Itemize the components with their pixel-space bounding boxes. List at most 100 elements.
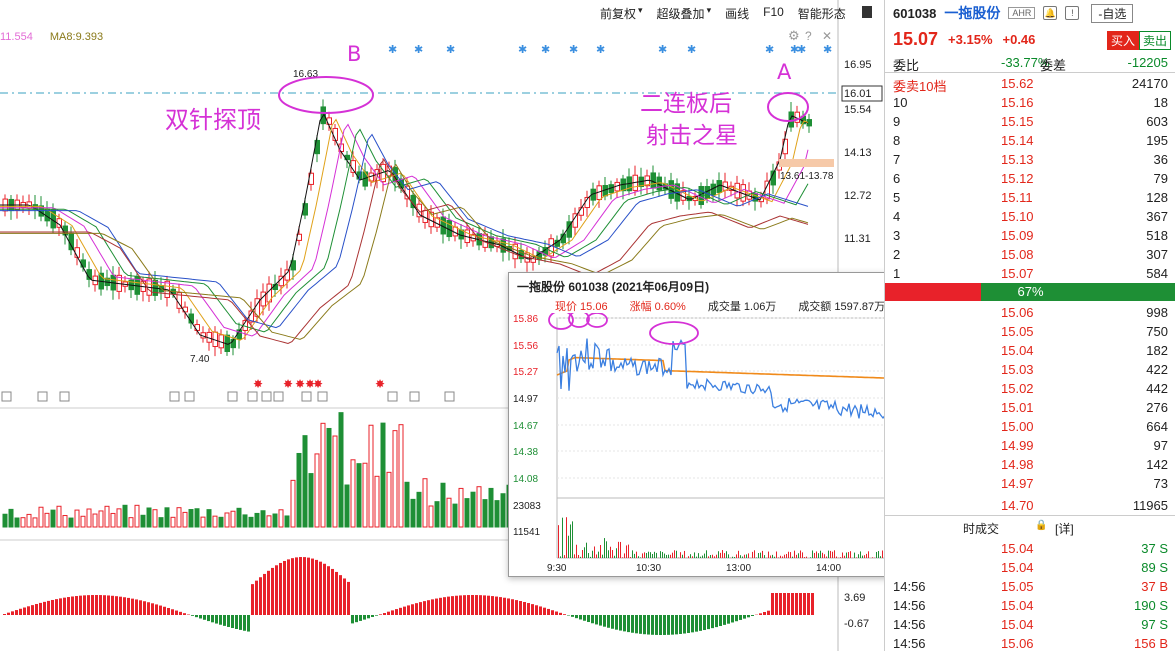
toolbar-pattern[interactable]: 智能形态: [797, 7, 846, 21]
macd-bar: [791, 593, 794, 615]
volume-bar: [720, 552, 721, 558]
bid-row[interactable]: 15.06 998: [885, 303, 1175, 322]
toolbar-f10[interactable]: F10: [763, 5, 784, 19]
macd-bar: [603, 615, 606, 627]
tab-ticks[interactable]: 时成交: [963, 522, 1000, 536]
volume-bar: [736, 554, 737, 558]
volume-bar: [296, 452, 302, 528]
chevron-down-icon[interactable]: ▾: [638, 5, 643, 15]
bid-row[interactable]: 15.05 750: [885, 322, 1175, 341]
ask-row[interactable]: 8 15.14 195: [885, 131, 1175, 150]
volume-bar: [26, 513, 32, 528]
bid-row[interactable]: 15.03 422: [885, 360, 1175, 379]
time-tick: 14:00: [816, 563, 841, 574]
kline-chart-area[interactable]: 16.95 16.01 15.54 14.13 12.72 11.31 3.69 -0.67 ✱…: [0, 0, 965, 651]
bid-row[interactable]: 15.00 664: [885, 417, 1175, 436]
macd-bar: [51, 599, 54, 615]
volume-bar: [302, 435, 308, 528]
macd-bar: [751, 615, 754, 616]
divider: [885, 515, 1175, 516]
volume-bar: [804, 557, 805, 558]
ask-row[interactable]: 9 15.15 603: [885, 112, 1175, 131]
macd-bar: [371, 615, 374, 617]
macd-bar: [203, 615, 206, 620]
quote-panel: 601038 一拖股份 AHR 🔔 ! -自选 15.07 +3.15% +0.…: [884, 0, 1175, 651]
ask-row[interactable]: 3 15.09 518: [885, 226, 1175, 245]
ask-row[interactable]: 10 15.16 18: [885, 93, 1175, 112]
ask-row[interactable]: 4 15.10 367: [885, 207, 1175, 226]
volume-bar: [826, 556, 827, 558]
annotation-circle: [649, 321, 699, 345]
bid-row[interactable]: 15.01 276: [885, 398, 1175, 417]
event-marker-icon: ✱: [388, 44, 397, 56]
ask-row[interactable]: 1 15.07 584: [885, 264, 1175, 283]
toolbar-overlay[interactable]: 超级叠加: [656, 7, 705, 21]
ahr-badge[interactable]: AHR: [1008, 7, 1036, 19]
watchlist-button[interactable]: -自选: [1091, 3, 1134, 23]
sell-button[interactable]: 卖出: [1138, 31, 1171, 50]
volume-bar: [38, 506, 44, 528]
macd-bar: [611, 615, 614, 629]
volume-bar: [648, 551, 649, 558]
ask-level: 4: [893, 209, 901, 224]
ask-row[interactable]: 2 15.08 307: [885, 245, 1175, 264]
macd-bar: [43, 601, 46, 615]
volume-bar: [682, 554, 683, 558]
signal-box-icon: [409, 391, 420, 402]
volume-bar: [170, 516, 176, 528]
volume-bar: [696, 556, 697, 558]
range-label: 13.61-13.78: [780, 171, 834, 182]
macd-bar: [63, 597, 66, 615]
annotation-circle: [568, 313, 590, 328]
lock-icon[interactable]: 🔒: [1035, 520, 1048, 531]
annotation-circle: [586, 313, 608, 328]
ask-level: 2: [893, 247, 901, 262]
bid-row[interactable]: 15.02 442: [885, 379, 1175, 398]
ask-price: 15.08: [1001, 247, 1034, 262]
volume-bar: [872, 557, 873, 558]
ask-volume: 36: [1153, 152, 1168, 167]
price-tick: 12.72: [844, 190, 872, 202]
volume-bar: [176, 507, 182, 528]
macd-bar: [627, 615, 630, 633]
bid-row[interactable]: 14.97 73: [885, 474, 1175, 493]
bid-volume: 276: [1146, 400, 1168, 415]
ask-row[interactable]: 6 15.12 79: [885, 169, 1175, 188]
tab-detail[interactable]: [详]: [1055, 522, 1074, 536]
macd-bar: [115, 596, 118, 615]
bid-row[interactable]: 15.04 182: [885, 341, 1175, 360]
buy-button[interactable]: 买入: [1106, 31, 1139, 50]
volume-bar: [712, 554, 713, 558]
stock-name[interactable]: 一拖股份: [944, 5, 1001, 21]
macd-bar: [419, 602, 422, 615]
kline-chart[interactable]: 16.95 16.01 15.54 14.13 12.72 11.31 3.69 -0.67 ✱…: [0, 0, 884, 651]
annotation-two-limit-up: 二连板后: [640, 91, 732, 117]
macd-bar: [595, 615, 598, 625]
macd-bar: [195, 615, 198, 618]
macd-bar: [691, 615, 694, 633]
bid10-row[interactable]: 14.70 11965: [885, 496, 1175, 515]
bid-row[interactable]: 14.98 142: [885, 455, 1175, 474]
toolbar-fuquan[interactable]: 前复权: [600, 7, 637, 21]
weibi-row[interactable]: 委比 -33.77% 委差 -12205: [885, 53, 1175, 73]
event-marker-icon: ✱: [446, 44, 455, 56]
chevron-down-icon[interactable]: ▾: [706, 5, 712, 15]
time-tick: 13:00: [726, 563, 751, 574]
tick-price: 15.04: [1001, 598, 1034, 613]
macd-bar: [399, 607, 402, 615]
macd-bar: [303, 557, 306, 615]
macd-bar: [639, 615, 642, 634]
ask10-row[interactable]: 委卖10档 15.62 24170: [885, 74, 1175, 94]
ask-row[interactable]: 7 15.13 36: [885, 150, 1175, 169]
volume-bar: [646, 553, 647, 558]
alert-icon[interactable]: !: [1065, 6, 1080, 20]
ask-price: 15.15: [1001, 114, 1034, 129]
volume-bar: [760, 552, 761, 558]
bid-row[interactable]: 14.99 97: [885, 436, 1175, 455]
macd-bar: [731, 615, 734, 623]
ask-row[interactable]: 5 15.11 128: [885, 188, 1175, 207]
macd-bar: [551, 610, 554, 615]
volume-bar: [74, 509, 80, 528]
bell-icon[interactable]: 🔔: [1043, 6, 1058, 20]
toolbar-draw[interactable]: 画线: [725, 7, 750, 21]
